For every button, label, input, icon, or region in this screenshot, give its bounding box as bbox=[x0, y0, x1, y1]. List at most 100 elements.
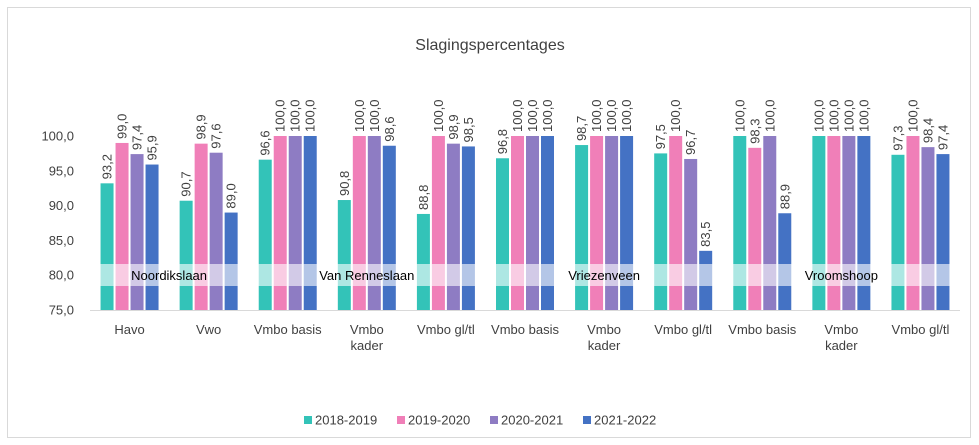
bar bbox=[416, 213, 430, 310]
x-tick-label: Vmbo kader bbox=[824, 322, 859, 353]
group-label-box bbox=[732, 264, 950, 286]
y-tick-label: 80,0 bbox=[49, 268, 74, 283]
bar bbox=[496, 158, 509, 310]
x-tick-label-box: Vmbo kader bbox=[349, 322, 384, 353]
data-label: 90,8 bbox=[337, 171, 352, 196]
group-label-box bbox=[100, 264, 239, 286]
data-label: 100,0 bbox=[510, 99, 525, 132]
data-label: 96,8 bbox=[495, 129, 510, 154]
data-label: 100,0 bbox=[841, 99, 856, 132]
data-label: 93,2 bbox=[100, 154, 115, 179]
legend-swatch bbox=[304, 416, 312, 424]
data-label: 99,0 bbox=[115, 114, 130, 139]
data-label: 89,0 bbox=[224, 183, 239, 208]
bar bbox=[337, 200, 351, 310]
data-label: 97,3 bbox=[890, 125, 905, 150]
data-label: 97,6 bbox=[209, 123, 224, 148]
data-label: 100,0 bbox=[826, 99, 841, 132]
x-tick-label-box: Vmbo kader bbox=[824, 322, 859, 353]
y-tick-label: 90,0 bbox=[49, 198, 74, 213]
data-label: 97,4 bbox=[935, 125, 950, 150]
bar bbox=[179, 200, 193, 310]
data-label: 98,4 bbox=[920, 118, 935, 143]
data-label: 100,0 bbox=[431, 99, 446, 132]
chart-frame bbox=[7, 7, 971, 438]
bar bbox=[891, 154, 905, 310]
data-label: 88,9 bbox=[777, 184, 792, 209]
x-tick-label: Vmbo basis bbox=[253, 322, 322, 337]
bar bbox=[936, 154, 950, 310]
data-label: 90,7 bbox=[179, 171, 194, 196]
data-label: 100,0 bbox=[525, 99, 540, 132]
group-label: Noordikslaan bbox=[131, 268, 207, 283]
x-tick-label: Vmbo gl/tl bbox=[654, 322, 713, 337]
group-label: Van Renneslaan bbox=[319, 268, 414, 283]
data-label: 98,3 bbox=[747, 119, 762, 144]
group-label-box bbox=[495, 264, 713, 286]
y-tick-label: 75,0 bbox=[49, 303, 74, 318]
x-tick-label: Havo bbox=[114, 322, 145, 337]
x-tick-label-box: Vmbo basis bbox=[253, 322, 322, 337]
x-tick-label-box: Vmbo basis bbox=[728, 322, 797, 337]
x-tick-label-box: Vmbo gl/tl bbox=[654, 322, 713, 337]
data-label: 97,4 bbox=[130, 125, 145, 150]
bar bbox=[209, 152, 223, 310]
chart-title: Slagingspercentages bbox=[415, 37, 564, 54]
data-label: 88,8 bbox=[416, 185, 431, 210]
y-tick-label: 95,0 bbox=[49, 163, 74, 178]
data-label: 100,0 bbox=[303, 99, 318, 132]
x-tick-label-box: Vwo bbox=[195, 322, 222, 337]
data-label: 100,0 bbox=[732, 99, 747, 132]
x-tick-label: Vmbo kader bbox=[349, 322, 384, 353]
bar bbox=[684, 158, 698, 310]
bar bbox=[130, 154, 144, 310]
data-label: 100,0 bbox=[288, 99, 303, 132]
data-label: 100,0 bbox=[589, 99, 604, 132]
data-label: 96,6 bbox=[258, 130, 273, 155]
data-label: 100,0 bbox=[668, 99, 683, 132]
data-label: 100,0 bbox=[811, 99, 826, 132]
data-label: 100,0 bbox=[905, 99, 920, 132]
bar bbox=[778, 213, 792, 310]
data-label: 100,0 bbox=[762, 99, 777, 132]
data-label: 100,0 bbox=[604, 99, 619, 132]
legend-label: 2021-2022 bbox=[594, 413, 656, 428]
data-label: 100,0 bbox=[367, 99, 382, 132]
bar bbox=[258, 159, 272, 310]
data-label: 100,0 bbox=[352, 99, 367, 132]
bar bbox=[100, 183, 114, 310]
bar bbox=[654, 153, 668, 310]
bar bbox=[224, 212, 238, 310]
data-label: 98,6 bbox=[382, 116, 397, 141]
group-label-box bbox=[258, 264, 476, 286]
x-tick-label: Vmbo gl/tl bbox=[416, 322, 475, 337]
data-label: 98,7 bbox=[574, 116, 589, 141]
x-tick-label-box: Vmbo gl/tl bbox=[891, 322, 950, 337]
legend-label: 2018-2019 bbox=[315, 413, 377, 428]
bar bbox=[145, 164, 159, 310]
legend-label: 2019-2020 bbox=[408, 413, 470, 428]
x-tick-label-box: Vmbo gl/tl bbox=[416, 322, 475, 337]
legend-swatch bbox=[397, 416, 405, 424]
y-tick-label: 100,0 bbox=[41, 129, 74, 144]
x-tick-label: Vmbo basis bbox=[728, 322, 797, 337]
legend-swatch bbox=[583, 416, 591, 424]
data-label: 96,7 bbox=[683, 130, 698, 155]
legend-label: 2020-2021 bbox=[501, 413, 563, 428]
data-label: 83,5 bbox=[698, 222, 713, 247]
data-label: 97,5 bbox=[653, 124, 668, 149]
x-tick-label-box: Vmbo kader bbox=[587, 322, 621, 353]
data-label: 100,0 bbox=[273, 99, 288, 132]
legend-swatch bbox=[490, 416, 498, 424]
x-tick-label: Vwo bbox=[195, 322, 222, 337]
x-tick-label-box: Havo bbox=[114, 322, 145, 337]
x-tick-label: Vmbo gl/tl bbox=[891, 322, 950, 337]
data-label: 100,0 bbox=[540, 99, 555, 132]
data-label: 95,9 bbox=[145, 135, 160, 160]
group-label: Vroomshoop bbox=[805, 268, 878, 283]
x-tick-label-box: Vmbo basis bbox=[491, 322, 559, 337]
data-label: 100,0 bbox=[856, 99, 871, 132]
data-label: 98,9 bbox=[446, 114, 461, 139]
data-label: 98,5 bbox=[461, 117, 476, 142]
